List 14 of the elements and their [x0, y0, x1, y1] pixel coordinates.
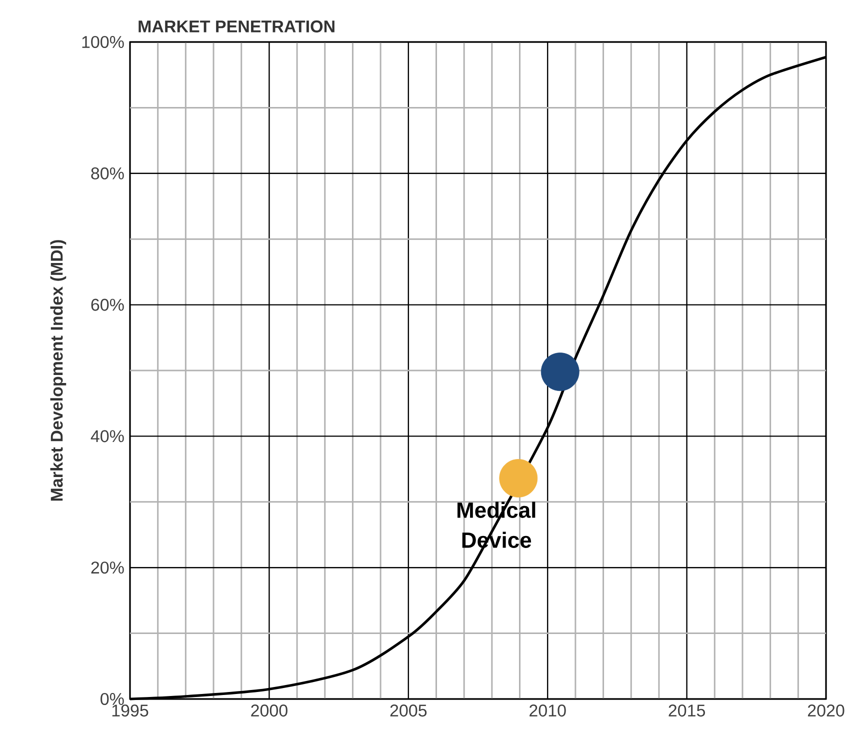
x-tick-label: 2020	[808, 704, 844, 717]
y-tick-label: 80%	[91, 167, 124, 180]
x-tick-label: 2015	[668, 704, 705, 717]
y-tick-label: 100%	[82, 36, 124, 48]
y-tick-label: 0%	[100, 692, 124, 706]
x-tick-label: 2010	[530, 704, 566, 717]
y-axis-title: Market Development Index (MDI)	[50, 240, 66, 501]
y-tick-label: 60%	[91, 298, 124, 311]
y-tick-label: 40%	[90, 430, 124, 442]
x-tick-label: 2000	[251, 704, 288, 717]
y-tick-label: 20%	[91, 562, 124, 574]
x-tick-label: 1995	[112, 704, 148, 717]
x-tick-label: 2005	[390, 704, 427, 717]
chart-title: MARKET PENETRATION	[138, 20, 334, 32]
